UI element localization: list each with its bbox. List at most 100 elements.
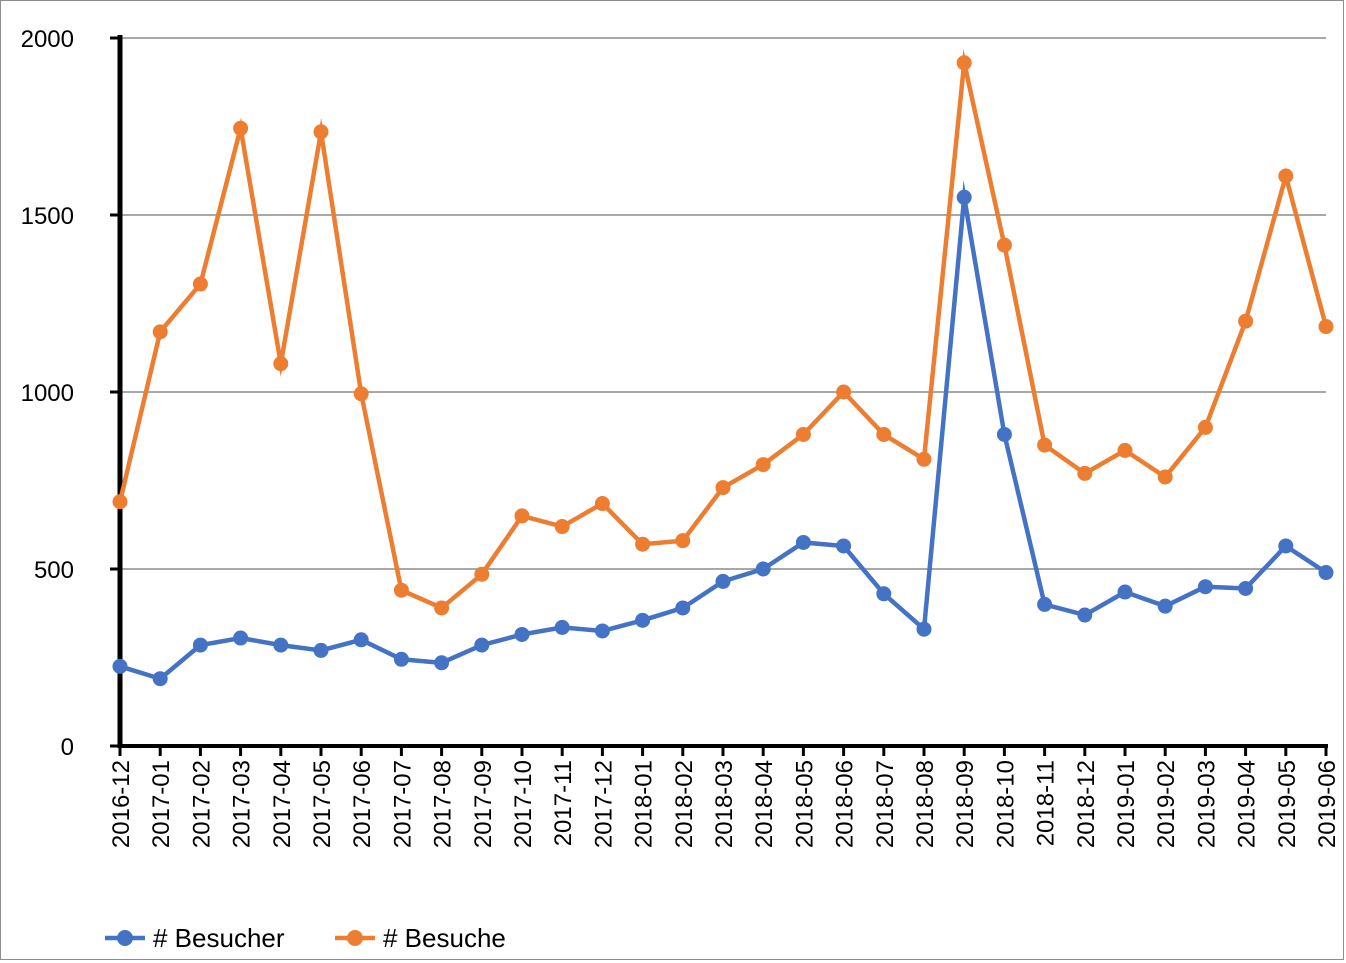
- axes: [117, 35, 1328, 748]
- data-point: [1318, 319, 1334, 335]
- series-line: [117, 48, 1329, 611]
- x-tick-label: 2017-01: [148, 760, 175, 848]
- x-tick-label: 2018-05: [791, 760, 818, 848]
- data-point: [836, 384, 852, 400]
- data-point: [112, 658, 128, 674]
- data-point: [273, 637, 289, 653]
- data-point: [675, 533, 691, 549]
- x-tick-label: 2018-06: [832, 760, 859, 848]
- x-tick-label: 2018-04: [751, 760, 778, 848]
- x-tick-label: 2018-07: [872, 760, 899, 848]
- data-point: [1197, 419, 1213, 435]
- data-point: [956, 55, 972, 71]
- x-tick-label: 2017-02: [188, 760, 215, 848]
- series-layer: [112, 48, 1334, 687]
- data-point: [434, 600, 450, 616]
- gridlines: [120, 37, 1326, 570]
- x-tick-label: 2017-10: [510, 760, 537, 848]
- x-tick-label: 2017-08: [430, 760, 457, 848]
- x-tick-label: 2019-02: [1153, 760, 1180, 848]
- data-point: [192, 276, 208, 292]
- x-tick-label: 2017-11: [550, 760, 577, 846]
- data-point: [1197, 579, 1213, 595]
- data-point: [996, 237, 1012, 253]
- data-point: [876, 586, 892, 602]
- x-tick-label: 2019-03: [1193, 760, 1220, 848]
- data-point: [795, 426, 811, 442]
- x-tick-label: 2018-01: [631, 760, 658, 848]
- data-point: [1278, 538, 1294, 554]
- data-point: [393, 651, 409, 667]
- x-tick-label: 2019-04: [1234, 760, 1261, 848]
- data-point: [594, 623, 610, 639]
- x-tick-label: 2018-11: [1033, 760, 1060, 846]
- data-point: [273, 356, 289, 372]
- data-point: [1037, 437, 1053, 453]
- x-tick-label: 2017-07: [389, 760, 416, 848]
- data-point: [1077, 465, 1093, 481]
- data-point: [594, 496, 610, 512]
- data-point: [1238, 313, 1254, 329]
- data-point: [916, 621, 932, 637]
- data-point: [152, 671, 168, 687]
- data-point: [1077, 607, 1093, 623]
- y-tick-label: 1500: [21, 203, 74, 230]
- data-point: [1238, 580, 1254, 596]
- x-tick-label: 2017-05: [309, 760, 336, 848]
- x-tick-label: 2018-12: [1073, 760, 1100, 848]
- data-point: [313, 124, 329, 140]
- x-tick-label: 2017-04: [269, 760, 296, 848]
- data-point: [353, 632, 369, 648]
- data-point: [1318, 565, 1334, 581]
- x-tick-label: 2017-12: [590, 760, 617, 848]
- x-tick-label: 2019-01: [1113, 760, 1140, 848]
- x-tick-label: 2018-10: [992, 760, 1019, 848]
- data-point: [996, 426, 1012, 442]
- legend-swatch-marker: [347, 930, 363, 946]
- x-tick-label: 2016-12: [108, 760, 135, 848]
- data-point: [514, 626, 530, 642]
- data-point: [755, 457, 771, 473]
- legend-label: # Besuche: [383, 923, 506, 953]
- x-tick-label: 2019-06: [1314, 760, 1341, 848]
- y-tick-label: 2000: [21, 26, 74, 53]
- x-tick-label: 2017-06: [349, 760, 376, 848]
- data-point: [474, 566, 490, 582]
- x-tick-label: 2018-03: [711, 760, 738, 848]
- data-point: [393, 582, 409, 598]
- data-point: [795, 534, 811, 550]
- data-point: [474, 637, 490, 653]
- data-point: [956, 189, 972, 205]
- data-point: [313, 642, 329, 658]
- data-point: [434, 655, 450, 671]
- series-line: [119, 180, 1328, 682]
- data-point: [554, 619, 570, 635]
- data-point: [675, 600, 691, 616]
- data-point: [233, 120, 249, 136]
- data-point: [353, 386, 369, 402]
- data-point: [1278, 168, 1294, 184]
- data-point: [1157, 598, 1173, 614]
- x-axis-ticks: 2016-12 2017-01 2017-02 2017-03 2017-04 2017-…: [108, 746, 1341, 848]
- data-point: [192, 637, 208, 653]
- data-point: [233, 630, 249, 646]
- legend-swatch-marker: [117, 930, 133, 946]
- data-point: [715, 480, 731, 496]
- data-point: [836, 538, 852, 554]
- data-point: [1117, 584, 1133, 600]
- data-point: [715, 573, 731, 589]
- data-point: [1117, 442, 1133, 458]
- data-point: [916, 451, 932, 467]
- data-point: [1157, 469, 1173, 485]
- data-point: [112, 494, 128, 510]
- data-point: [554, 519, 570, 535]
- legend-label: # Besucher: [153, 923, 285, 953]
- x-tick-label: 2017-09: [470, 760, 497, 848]
- data-point: [876, 426, 892, 442]
- x-tick-label: 2018-09: [952, 760, 979, 848]
- data-point: [755, 561, 771, 577]
- y-tick-label: 1000: [21, 380, 74, 407]
- x-tick-label: 2018-08: [912, 760, 939, 848]
